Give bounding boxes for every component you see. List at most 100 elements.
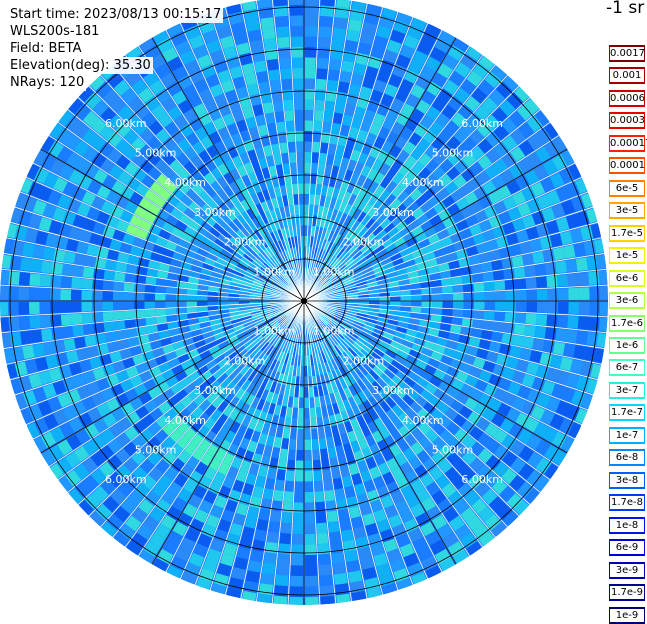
radar-gate (70, 301, 82, 313)
radar-gate (239, 437, 251, 450)
radar-gate (266, 58, 279, 71)
radar-gate (151, 482, 167, 498)
radar-gate (81, 191, 96, 206)
ray-separator (256, 300, 305, 602)
radar-gate (511, 335, 524, 347)
radar-gate (274, 349, 282, 361)
radar-gate (478, 370, 492, 383)
radar-gate (243, 223, 254, 234)
radar-gate (431, 97, 447, 112)
ray-separator (224, 7, 305, 302)
radar-gate (240, 391, 251, 403)
radar-gate (42, 383, 57, 399)
radar-gate (221, 509, 235, 523)
radar-gate (167, 106, 183, 121)
radar-gate (84, 163, 100, 179)
colorbar-unit: -1 sr (606, 0, 645, 18)
radar-gate (245, 196, 255, 209)
radar-gate (363, 190, 374, 203)
radar-gate (134, 283, 146, 293)
radar-gate (248, 418, 258, 431)
radar-gate (201, 523, 216, 538)
radar-gate (188, 371, 201, 383)
radar-gate (357, 309, 369, 315)
radar-gate (320, 277, 329, 286)
radar-gate (446, 451, 461, 466)
radar-gate (421, 347, 434, 357)
radar-gate (385, 243, 397, 253)
radar-gate (319, 15, 333, 28)
radar-gate (334, 391, 342, 403)
radar-gate (485, 351, 499, 363)
radar-gate (206, 198, 218, 211)
radar-gate (180, 359, 193, 370)
radar-gate (462, 309, 474, 319)
radar-gate (171, 458, 185, 473)
radar-gate (380, 336, 393, 345)
radar-gate (460, 53, 478, 70)
radar-gate (269, 381, 278, 393)
radar-gate (336, 248, 345, 259)
radar-gate (568, 302, 580, 315)
radar-gate (256, 271, 267, 279)
radar-gate (521, 214, 536, 229)
radar-gate (420, 220, 433, 232)
radar-gate (341, 323, 352, 331)
radar-gate (324, 394, 332, 406)
radar-gate (175, 301, 187, 308)
radar-gate (310, 268, 315, 280)
radar-gate (488, 496, 506, 513)
radar-gate (450, 399, 464, 413)
radar-gate (559, 357, 573, 372)
radar-gate (437, 63, 453, 79)
radar-gate (247, 370, 257, 382)
radar-gate (348, 301, 359, 304)
radar-gate (198, 279, 210, 286)
radar-gate (357, 351, 368, 362)
colorbar-tick: 0.0003 (609, 112, 645, 130)
range-label: 3.00km (372, 206, 414, 219)
radar-gate (214, 495, 228, 509)
radar-gate (265, 112, 276, 125)
radar-gate (439, 270, 452, 279)
ray-separator (303, 97, 531, 302)
radar-gate (125, 328, 138, 338)
radar-gate (443, 507, 459, 523)
radar-gate (495, 503, 513, 521)
radar-gate (270, 294, 282, 298)
radar-gate (239, 306, 251, 311)
start-time-label: Start time: 2023/08/13 00:15:17 (8, 6, 224, 23)
radar-gate (107, 131, 123, 147)
radar-gate (341, 60, 354, 73)
radar-gate (368, 236, 379, 247)
radar-gate (162, 151, 176, 166)
radar-gate (519, 348, 532, 361)
radar-gate (175, 370, 188, 382)
radar-gate (503, 511, 520, 529)
radar-gate (112, 531, 129, 549)
radar-gate (362, 512, 376, 526)
radar-gate (307, 334, 311, 345)
radar-gate (399, 248, 412, 258)
radar-gate (57, 439, 73, 456)
radar-gate (319, 152, 327, 165)
radar-gate (493, 200, 507, 214)
radar-gate (234, 190, 245, 203)
radar-gate (218, 201, 230, 214)
radar-gate (284, 385, 291, 397)
radar-gate (236, 165, 248, 178)
radar-gate (382, 332, 395, 340)
radar-gate (521, 400, 536, 416)
radar-gate (439, 558, 457, 574)
radar-gate (372, 430, 384, 443)
radar-gate (328, 520, 340, 533)
radar-gate (491, 478, 508, 495)
radar-gate (332, 477, 343, 490)
radar-gate (284, 227, 291, 239)
radar-gate (156, 270, 169, 279)
radar-gate (387, 247, 400, 257)
radar-gate (275, 426, 284, 438)
radar-gate (170, 334, 183, 344)
radar-gate (231, 567, 246, 581)
radar-gate (281, 274, 290, 284)
